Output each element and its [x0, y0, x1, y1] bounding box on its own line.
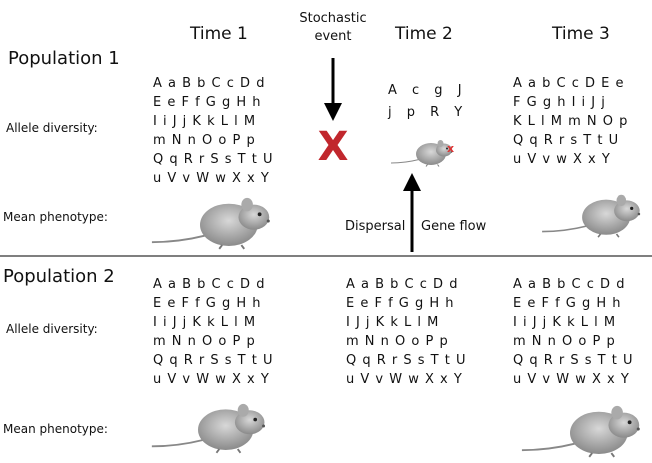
gene-flow-label: Gene flow: [421, 219, 487, 234]
allele-line: I i J j K k L l M: [513, 315, 616, 330]
allele-line: A a B b C c D d: [513, 277, 625, 292]
allele-block: A a b C c D E e F G g h I i J j K L l M m …: [513, 74, 628, 169]
allele-line: E e F f G g H h: [153, 296, 262, 311]
allele-block: A a B b C c D d E e F f G g H h I i J j K …: [513, 275, 633, 389]
row-label: Mean phenotype:: [3, 210, 108, 224]
allele-line: u V v W w X x Y: [346, 372, 463, 387]
allele-line: u V v W w X x Y: [153, 171, 270, 186]
mouse-icon: [150, 196, 271, 250]
allele-line: j p R Y: [388, 105, 463, 120]
row-label: Mean phenotype:: [3, 422, 108, 436]
allele-line: I i J j K k L l M: [153, 315, 256, 330]
time-header: Time 1: [190, 24, 248, 44]
time-header: Time 2: [395, 24, 453, 44]
allele-block: A a B b C c D d E e F f G g H h I i J j K …: [153, 74, 273, 188]
extinction-mark: X: [318, 124, 349, 170]
population-label: Population 2: [3, 266, 115, 287]
mouse-icon: [390, 139, 454, 167]
allele-line: Q q R r S s T t U: [513, 353, 633, 368]
allele-line: E e F f G g H h: [513, 296, 622, 311]
allele-line: A a B b C c D d: [153, 76, 265, 91]
allele-line: Q q R r S s T t U: [153, 353, 273, 368]
allele-line: E e F f G g H h: [153, 95, 262, 110]
mouse-icon: [520, 404, 641, 458]
row-label: Allele diversity:: [6, 121, 98, 135]
event-label: Stochastic event: [299, 11, 367, 44]
allele-line: u V v w X x Y: [513, 152, 611, 167]
allele-line: Q q R r s T t U: [513, 133, 619, 148]
row-label: Allele diversity:: [6, 322, 98, 336]
allele-line: E e F f G g H h: [346, 296, 455, 311]
allele-line: m N n O o P p: [346, 334, 449, 349]
allele-line: K L l M m N O p: [513, 114, 628, 129]
allele-block: A c g J j p R Y: [388, 80, 463, 124]
allele-line: u V v W w X x Y: [513, 372, 630, 387]
allele-line: A c g J: [388, 83, 463, 98]
allele-line: m N n O o P p: [153, 334, 256, 349]
marker: x: [447, 142, 454, 155]
allele-block: A a B b C c D d E e F f G g H h I J j K k …: [346, 275, 466, 389]
allele-line: m N n O o P p: [153, 133, 256, 148]
time-header: Time 3: [552, 24, 610, 44]
allele-line: Q q R r S s T t U: [153, 152, 273, 167]
allele-line: u V v W w X x Y: [153, 372, 270, 387]
allele-line: A a B b C c D d: [346, 277, 458, 292]
population-label: Population 1: [8, 48, 120, 69]
allele-line: F G g h I i J j: [513, 95, 606, 110]
allele-line: m N n O o P p: [513, 334, 616, 349]
allele-line: Q q R r S s T t U: [346, 353, 466, 368]
mouse-icon: [541, 193, 641, 238]
allele-block: A a B b C c D d E e F f G g H h I i J j K …: [153, 275, 273, 389]
allele-line: A a b C c D E e: [513, 76, 624, 91]
allele-line: A a B b C c D d: [153, 277, 265, 292]
dispersal-label: Dispersal: [345, 219, 406, 234]
allele-line: I i J j K k L l M: [153, 114, 256, 129]
mouse-icon: [150, 402, 266, 454]
allele-line: I J j K k L l M: [346, 315, 439, 330]
